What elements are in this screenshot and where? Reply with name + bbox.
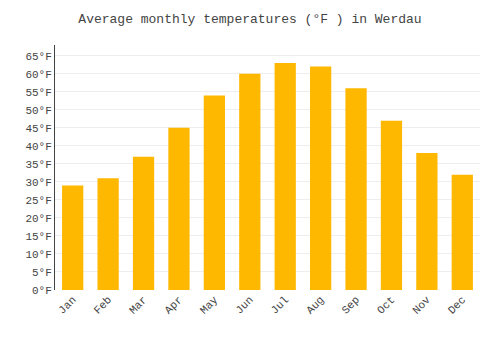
svg-text:May: May <box>198 294 221 317</box>
svg-text:55°F: 55°F <box>25 87 51 99</box>
svg-text:40°F: 40°F <box>25 141 51 153</box>
svg-text:0°F: 0°F <box>32 285 52 297</box>
svg-text:Jul: Jul <box>269 294 291 316</box>
svg-text:10°F: 10°F <box>25 249 51 261</box>
svg-text:Dec: Dec <box>446 294 468 316</box>
svg-text:Nov: Nov <box>410 294 433 317</box>
svg-text:5°F: 5°F <box>32 267 52 279</box>
svg-text:Mar: Mar <box>127 294 149 316</box>
svg-text:15°F: 15°F <box>25 231 51 243</box>
svg-text:Sep: Sep <box>340 294 362 316</box>
svg-text:45°F: 45°F <box>25 123 51 135</box>
svg-text:Average monthly temperatures (: Average monthly temperatures (°F ) in We… <box>78 12 421 27</box>
svg-text:65°F: 65°F <box>25 51 51 63</box>
svg-text:30°F: 30°F <box>25 177 51 189</box>
svg-text:20°F: 20°F <box>25 213 51 225</box>
svg-text:Jun: Jun <box>233 294 255 316</box>
svg-text:35°F: 35°F <box>25 159 51 171</box>
svg-text:Jan: Jan <box>56 294 78 316</box>
svg-text:Apr: Apr <box>162 294 184 316</box>
svg-text:Oct: Oct <box>375 294 397 316</box>
svg-text:50°F: 50°F <box>25 105 51 117</box>
svg-text:Feb: Feb <box>92 294 114 316</box>
svg-text:60°F: 60°F <box>25 69 51 81</box>
svg-text:Aug: Aug <box>304 294 326 316</box>
svg-text:25°F: 25°F <box>25 195 51 207</box>
